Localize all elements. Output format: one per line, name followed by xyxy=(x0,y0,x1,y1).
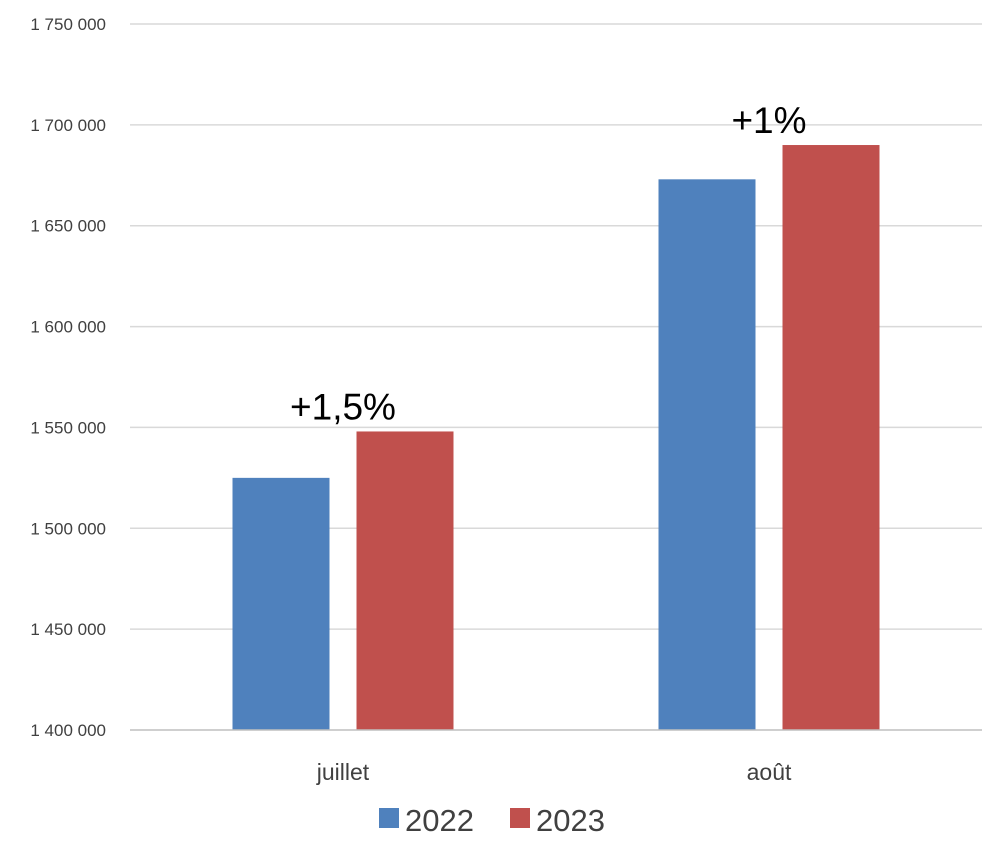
y-tick-label: 1 450 000 xyxy=(30,620,106,639)
y-tick-label: 1 650 000 xyxy=(30,217,106,236)
x-category-label: août xyxy=(747,759,792,785)
legend-swatch-2023 xyxy=(510,808,530,828)
y-tick-label: 1 600 000 xyxy=(30,318,106,337)
legend-label: 2022 xyxy=(405,803,474,838)
y-tick-label: 1 750 000 xyxy=(30,15,106,34)
annotations: +1,5% +1% xyxy=(290,100,807,427)
legend-swatch-2022 xyxy=(379,808,399,828)
x-category-label: juillet xyxy=(316,759,370,785)
y-tick-label: 1 700 000 xyxy=(30,116,106,135)
y-tick-label: 1 550 000 xyxy=(30,418,106,437)
bar-2022-1 xyxy=(658,179,756,730)
change-annotation: +1,5% xyxy=(290,386,396,427)
x-axis: juillet août xyxy=(130,729,982,785)
bar-2023-0 xyxy=(356,431,454,730)
y-axis: 1 400 000 1 450 000 1 500 000 1 550 000 1 60… xyxy=(30,15,106,740)
bar-2023-1 xyxy=(782,145,880,730)
bar-2022-0 xyxy=(232,477,330,730)
bars xyxy=(232,145,880,730)
y-tick-label: 1 400 000 xyxy=(30,721,106,740)
change-annotation: +1% xyxy=(731,100,806,141)
legend: 2022 2023 xyxy=(379,803,605,838)
y-tick-label: 1 500 000 xyxy=(30,519,106,538)
legend-label: 2023 xyxy=(536,803,605,838)
